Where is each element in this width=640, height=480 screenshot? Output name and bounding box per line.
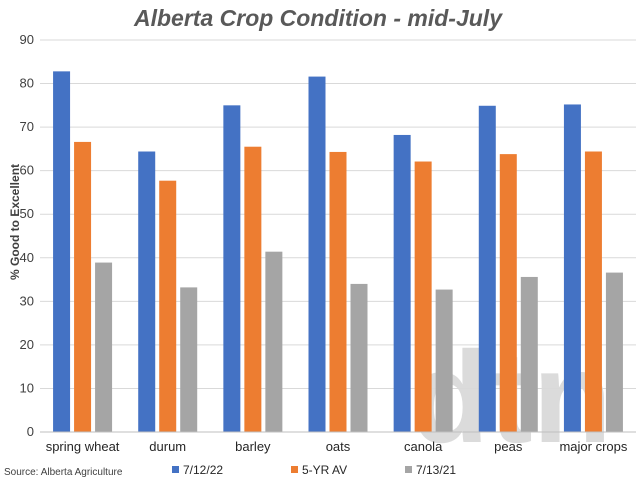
bar xyxy=(308,76,326,432)
bar xyxy=(180,287,198,432)
bar xyxy=(499,154,517,433)
legend-swatch xyxy=(172,466,179,473)
bar xyxy=(435,289,453,432)
bar xyxy=(584,151,602,432)
legend: 7/12/22 5-YR AV 7/13/21 xyxy=(172,463,456,477)
bar xyxy=(244,146,262,432)
bar xyxy=(53,71,71,433)
bar xyxy=(563,104,581,432)
y-axis-label: % Good to Excellent xyxy=(8,164,22,280)
y-tick-label: 10 xyxy=(20,380,34,395)
x-tick-label: spring wheat xyxy=(46,439,120,454)
bar xyxy=(605,272,623,432)
bars xyxy=(53,71,623,433)
bar xyxy=(520,276,538,432)
legend-label: 5-YR AV xyxy=(302,463,347,477)
y-tick-label: 30 xyxy=(20,293,34,308)
y-tick-label: 80 xyxy=(20,76,34,91)
legend-label: 7/12/22 xyxy=(183,463,223,477)
legend-swatch xyxy=(405,466,412,473)
y-tick-label: 20 xyxy=(20,337,34,352)
source-note: Source: Alberta Agriculture xyxy=(4,467,123,478)
y-tick-label: 60 xyxy=(20,163,34,178)
x-tick-label: durum xyxy=(149,439,186,454)
y-tick-label: 50 xyxy=(20,206,34,221)
bar xyxy=(329,151,347,432)
legend-swatch xyxy=(291,466,298,473)
x-tick-label: barley xyxy=(235,439,271,454)
y-tick-label: 40 xyxy=(20,250,34,265)
bar xyxy=(414,161,432,432)
bar xyxy=(223,105,241,432)
chart-title: Alberta Crop Condition - mid-July xyxy=(133,5,503,31)
y-tick-label: 70 xyxy=(20,119,34,134)
x-tick-label: canola xyxy=(404,439,443,454)
bar xyxy=(74,141,92,433)
axes: 0 10 20 30 40 50 60 70 80 90 spring wheat durum barl… xyxy=(20,32,636,454)
bar xyxy=(478,105,496,432)
x-tick-label: oats xyxy=(326,439,351,454)
y-tick-label: 0 xyxy=(27,424,34,439)
x-tick-label: peas xyxy=(494,439,523,454)
bar xyxy=(265,251,283,432)
bar xyxy=(159,180,177,432)
y-tick-label: 90 xyxy=(20,32,34,47)
legend-label: 7/13/21 xyxy=(416,463,456,477)
bar xyxy=(138,151,156,432)
bar xyxy=(393,134,411,432)
bar xyxy=(350,283,368,432)
bar xyxy=(95,262,113,432)
x-tick-label: major crops xyxy=(559,439,627,454)
